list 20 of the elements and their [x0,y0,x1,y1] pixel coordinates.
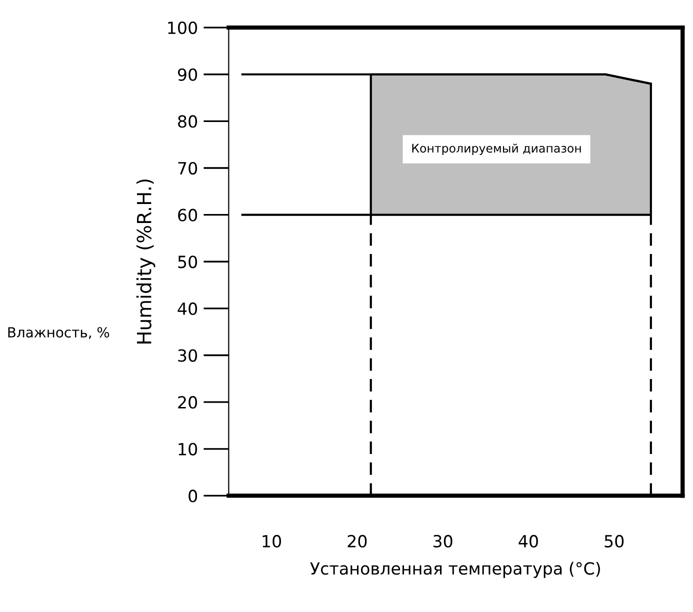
y-tick-label: 60 [178,208,198,222]
y-tick-label: 50 [178,256,198,268]
y-tick-label: 100 [168,22,198,34]
y-tick-label: 20 [178,396,198,409]
x-tick-label: 30 [433,534,452,548]
x-tick-label: 20 [348,534,367,548]
y-tick-label: 30 [178,349,198,362]
x-axis-title: Установленная температура (°C) [310,562,600,578]
annotation: Контролируемый диапазон [412,144,581,155]
text: Влажность, % [8,327,110,339]
y-tick-label: 80 [178,115,198,128]
x-tick-label: 40 [518,534,538,548]
y-axis-title: Humidity (%R.H.) [136,180,156,344]
y-tick-label: 0 [188,490,198,502]
y-tick-label: 40 [178,302,198,316]
y-tick-label: 10 [178,442,198,456]
x-tick-label: 50 [604,534,624,548]
y-tick-label: 90 [178,68,198,81]
y-tick-label: 70 [178,162,198,175]
x-tick-label: 10 [262,534,282,548]
